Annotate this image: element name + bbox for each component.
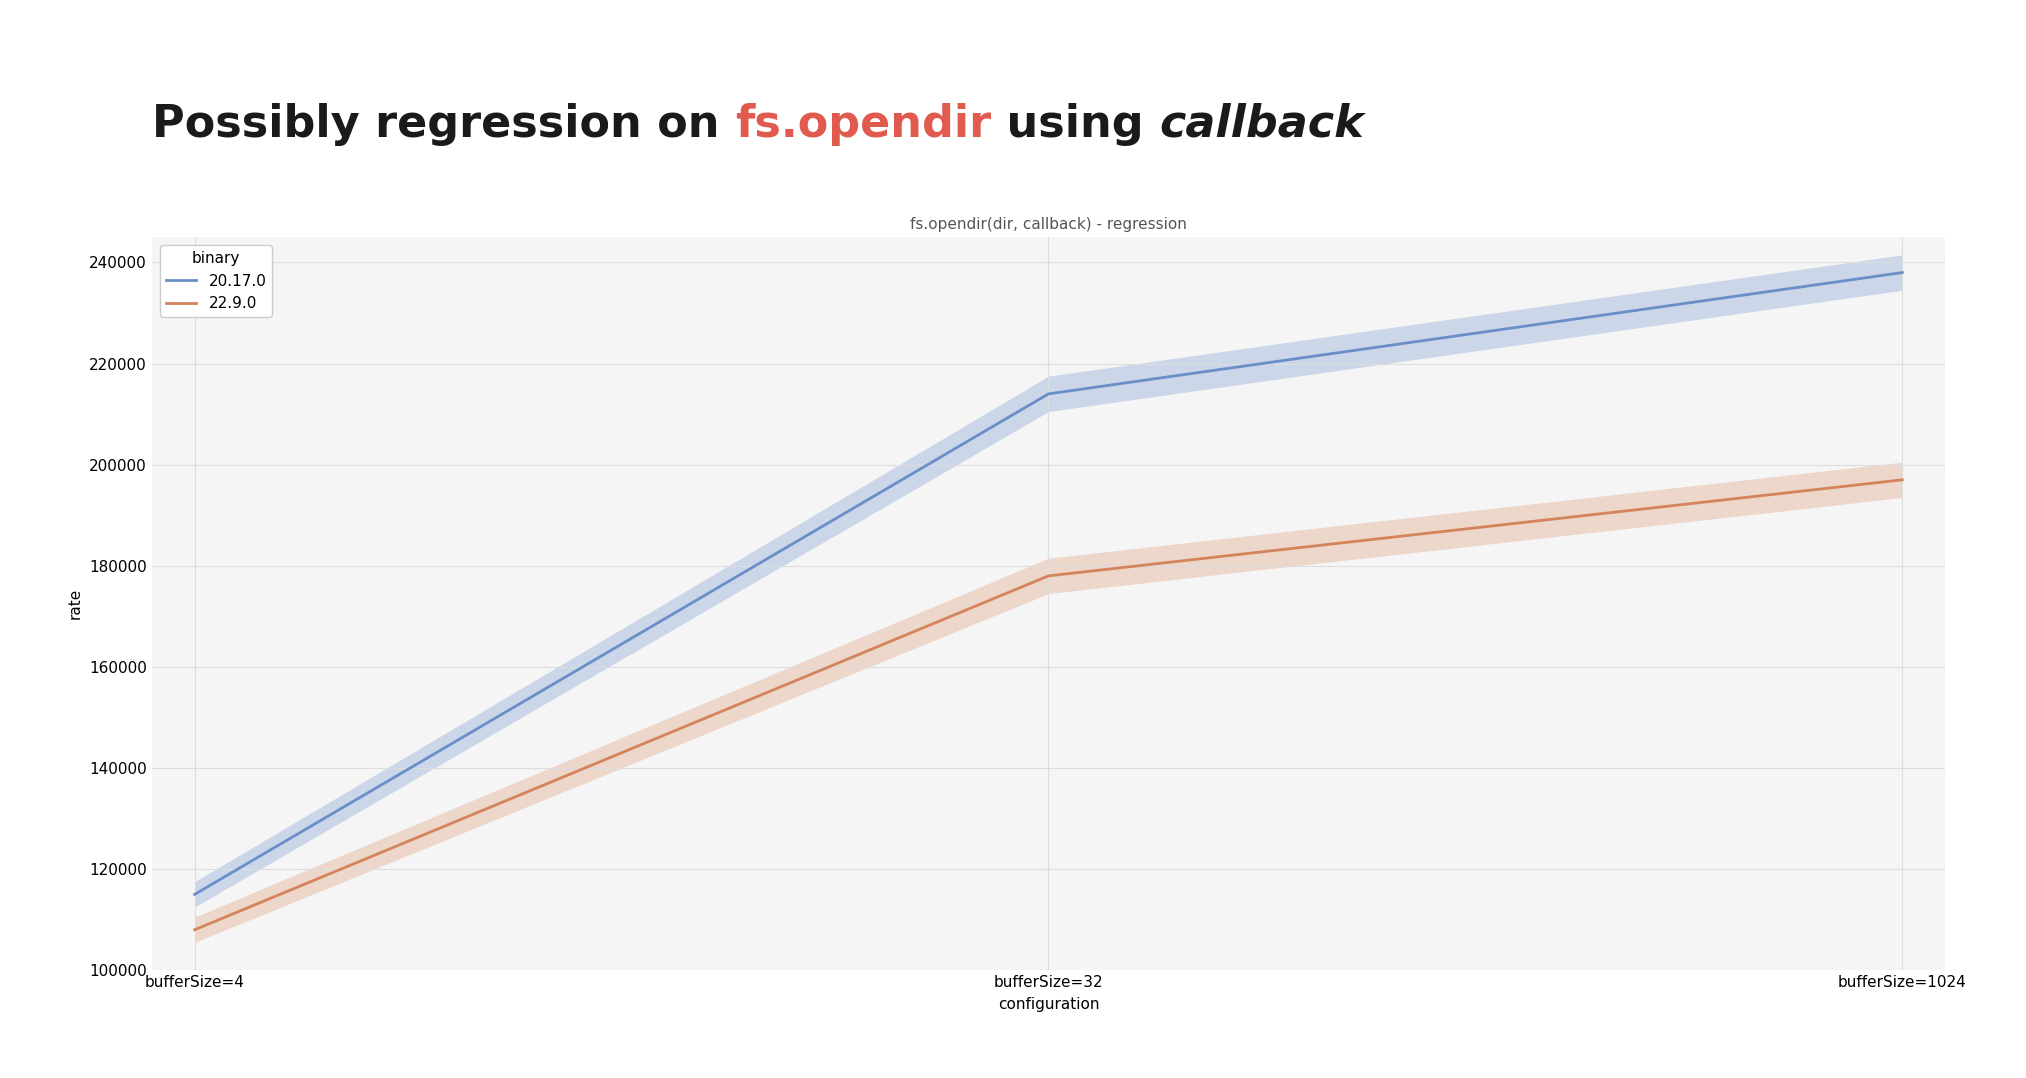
Text: Possibly regression on: Possibly regression on: [152, 102, 735, 146]
Y-axis label: rate: rate: [67, 589, 83, 619]
Title: fs.opendir(dir, callback) - regression: fs.opendir(dir, callback) - regression: [910, 217, 1187, 232]
Text: fs.opendir: fs.opendir: [735, 102, 991, 146]
Legend: 20.17.0, 22.9.0: 20.17.0, 22.9.0: [160, 245, 271, 317]
Text: callback: callback: [1159, 102, 1363, 146]
Text: using: using: [991, 102, 1159, 146]
X-axis label: configuration: configuration: [997, 997, 1100, 1012]
